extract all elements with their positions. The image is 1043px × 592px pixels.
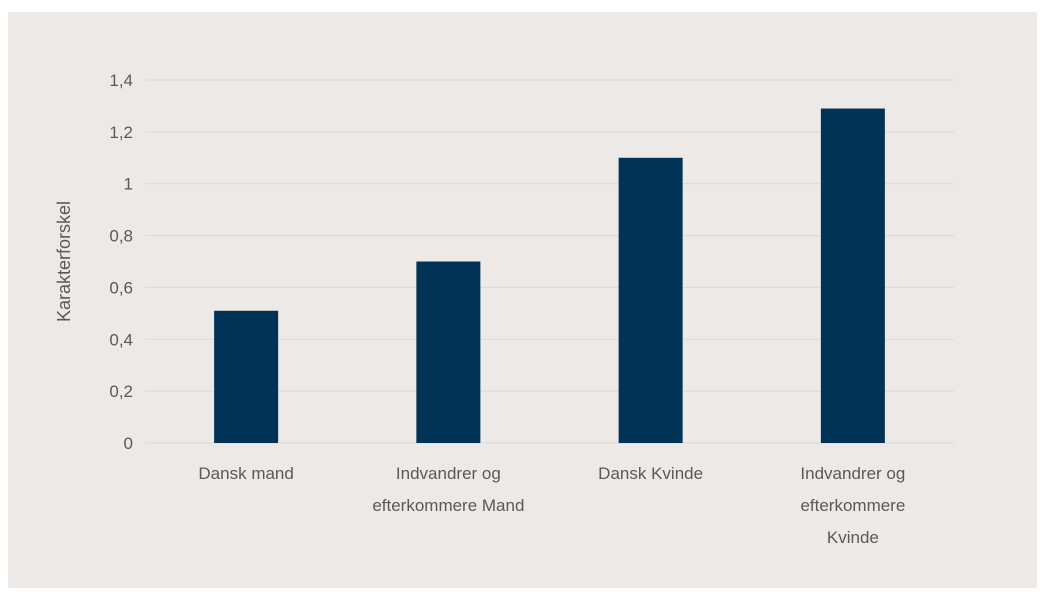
x-axis-categories: Dansk mand Indvandrer og efterkommere Mand… xyxy=(198,464,905,547)
bars xyxy=(214,108,885,444)
x-category-label-line: Dansk mand xyxy=(198,464,293,483)
gridlines xyxy=(145,79,954,444)
y-tick-label: 0,2 xyxy=(109,382,133,401)
y-tick-label: 0,8 xyxy=(109,227,133,246)
x-category-label-line: Indvandrer og xyxy=(800,464,905,483)
bar xyxy=(618,157,683,444)
x-category-label-line: Indvandrer og xyxy=(396,464,501,483)
bar xyxy=(416,261,481,443)
x-category-label: Dansk Kvinde xyxy=(598,464,703,483)
y-tick-label: 1,2 xyxy=(109,123,133,142)
bar-chart: 0 0,2 0,4 0,6 0,8 1 1,2 1,4 Dansk mand Indvandre… xyxy=(54,71,954,547)
y-tick-label: 0,6 xyxy=(109,278,133,297)
y-tick-label: 1 xyxy=(124,175,133,194)
x-category-label: Indvandrer og efterkommere Kvinde xyxy=(800,464,905,547)
x-category-label-line: Kvinde xyxy=(827,528,879,547)
x-category-label: Dansk mand xyxy=(198,464,293,483)
bar xyxy=(820,108,885,444)
x-category-label-line: efterkommere xyxy=(800,496,905,515)
bar xyxy=(214,310,279,443)
x-category-label: Indvandrer og efterkommere Mand xyxy=(372,464,524,515)
chart-area: 0 0,2 0,4 0,6 0,8 1 1,2 1,4 Dansk mand Indvandre… xyxy=(8,12,1037,588)
x-category-label-line: efterkommere Mand xyxy=(372,496,524,515)
y-tick-label: 0 xyxy=(124,434,133,453)
x-category-label-line: Dansk Kvinde xyxy=(598,464,703,483)
y-axis-ticks: 0 0,2 0,4 0,6 0,8 1 1,2 1,4 xyxy=(109,71,133,453)
y-tick-label: 0,4 xyxy=(109,330,133,349)
y-tick-label: 1,4 xyxy=(109,71,133,90)
y-axis-title: Karakterforskel xyxy=(54,201,74,322)
